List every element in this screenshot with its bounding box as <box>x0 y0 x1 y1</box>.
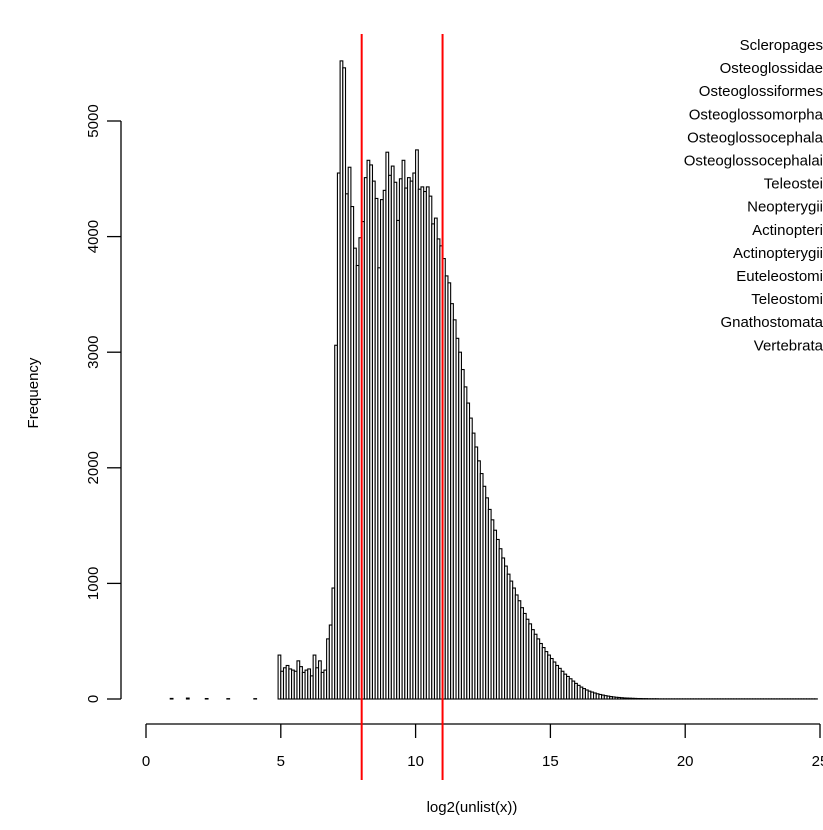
y-tick-label: 5000 <box>85 104 102 137</box>
y-axis: 0 1000 2000 3000 4000 5000 <box>85 104 122 703</box>
legend-entry: Scleropages <box>740 37 823 54</box>
x-tick-label: 20 <box>677 753 694 770</box>
legend-entry: Osteoglossiformes <box>699 83 823 100</box>
x-tick-label: 0 <box>142 753 150 770</box>
legend-entry: Osteoglossocephalai <box>684 153 823 170</box>
legend-entry: Osteoglossidae <box>720 60 823 77</box>
legend-entry: Vertebrata <box>754 337 823 354</box>
reference-lines <box>360 34 444 780</box>
histogram-bars <box>169 60 818 700</box>
y-tick-label: 1000 <box>85 567 102 600</box>
legend-entry: Osteoglossomorpha <box>689 106 823 123</box>
legend-entry: Teleostomi <box>751 291 823 308</box>
x-tick-label: 5 <box>277 753 285 770</box>
x-axis-label: log2(unlist(x)) <box>427 799 518 816</box>
legend: Scleropages Osteoglossidae Osteoglossiform… <box>684 37 823 354</box>
x-tick-label: 15 <box>542 753 559 770</box>
legend-entry: Osteoglossocephala <box>687 129 823 146</box>
legend-entry: Neopterygii <box>747 199 823 216</box>
histogram-bar <box>169 697 174 700</box>
x-tick-label: 25 <box>812 753 823 770</box>
y-tick-label: 3000 <box>85 336 102 369</box>
histogram-bar <box>185 697 190 700</box>
legend-entry: Euteleostomi <box>736 268 823 285</box>
y-tick-label: 4000 <box>85 220 102 253</box>
legend-entry: Gnathostomata <box>720 314 823 331</box>
x-axis: 0 5 10 15 20 25 <box>142 723 823 770</box>
legend-entry: Actinopteri <box>752 222 823 239</box>
y-tick-label: 0 <box>85 695 102 703</box>
legend-entry: Actinopterygii <box>733 245 823 262</box>
x-tick-label: 10 <box>407 753 424 770</box>
y-axis-label: Frequency <box>25 357 42 428</box>
legend-entry: Teleostei <box>764 176 823 193</box>
y-tick-label: 2000 <box>85 451 102 484</box>
